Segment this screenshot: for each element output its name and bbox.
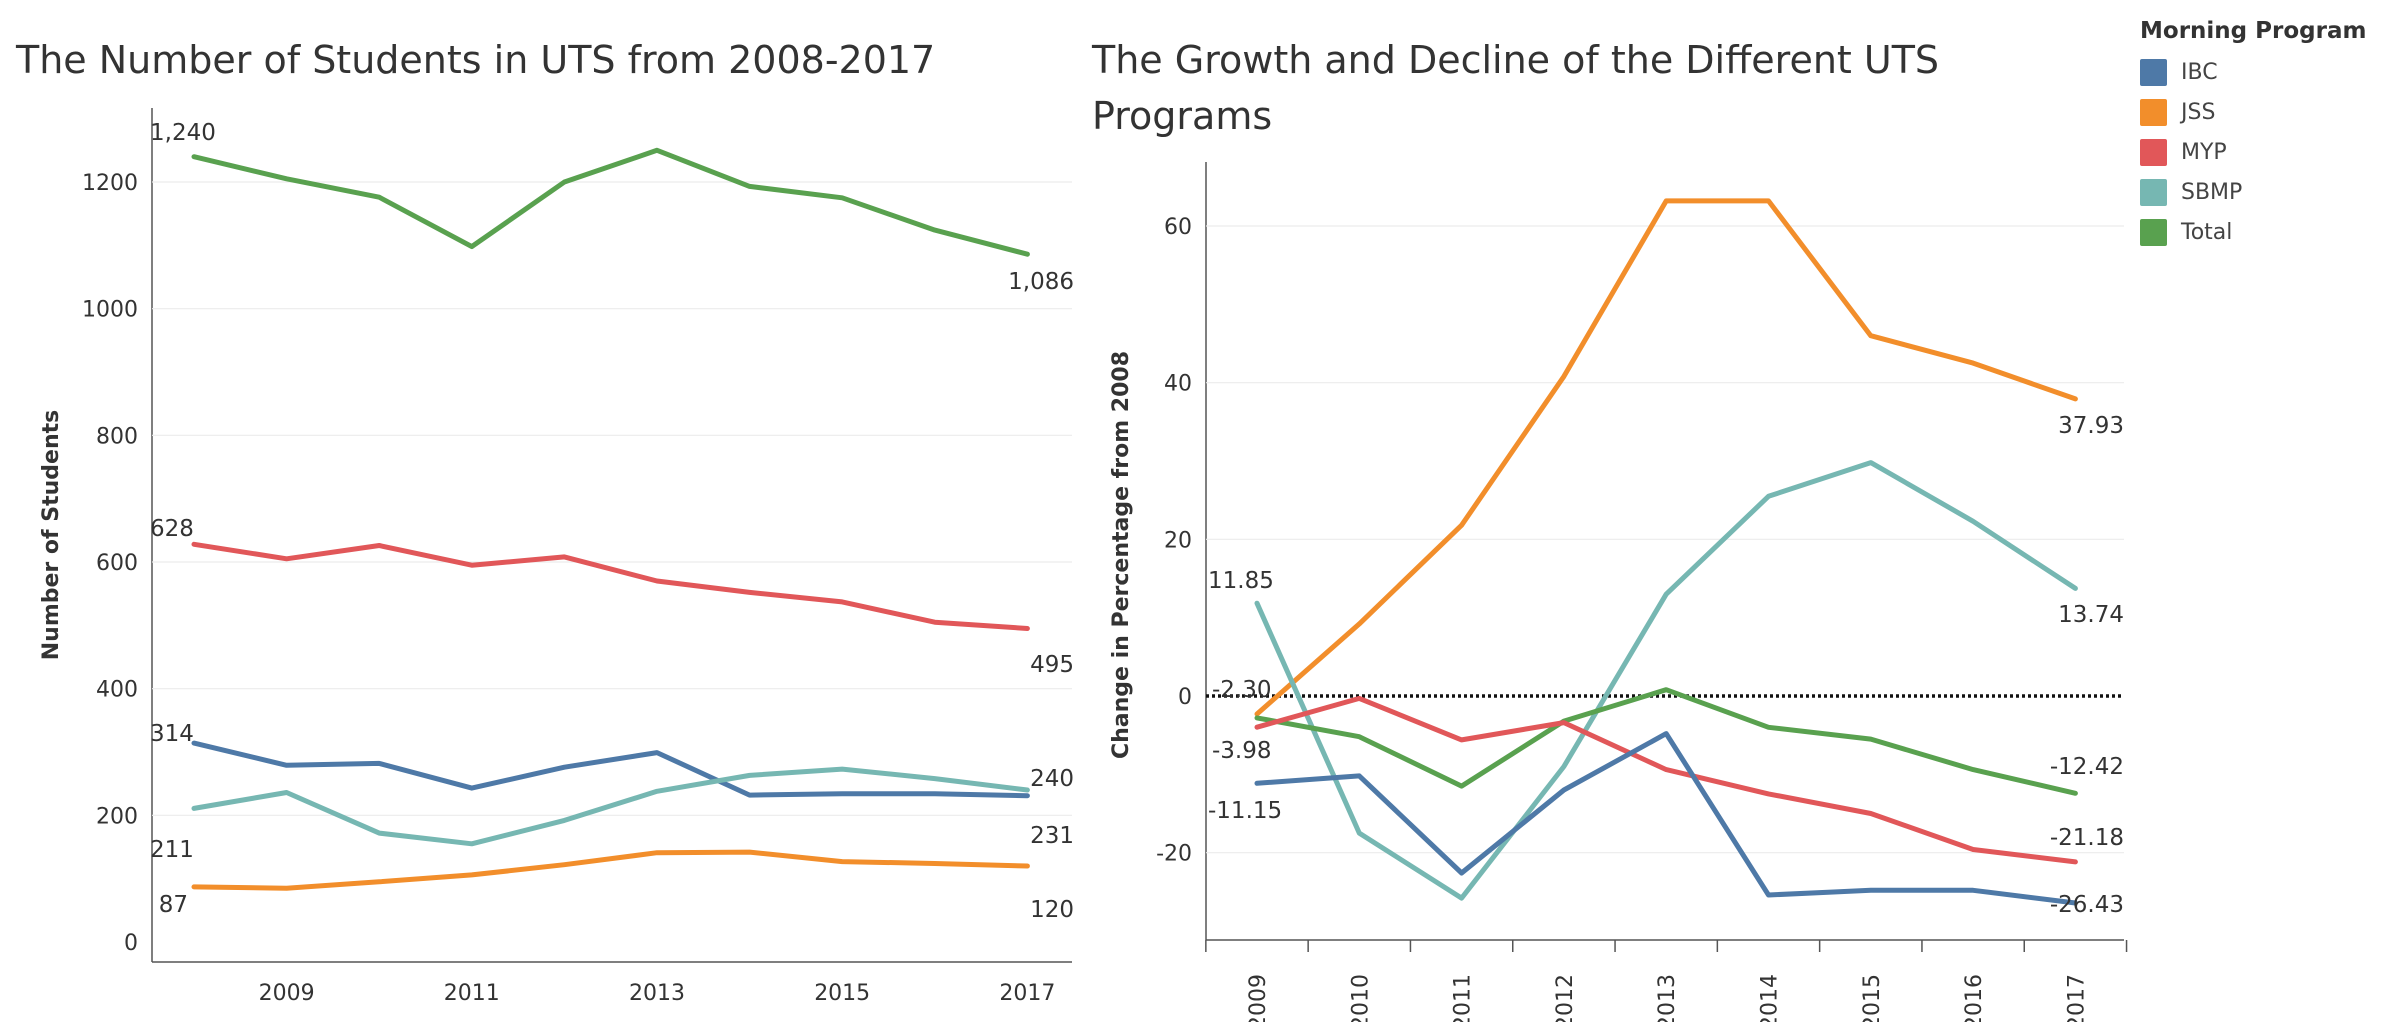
left-series-line-jss <box>191 849 1030 891</box>
left-start-label-jss: 87 <box>159 892 188 918</box>
legend-item-myp[interactable]: MYP <box>2140 132 2380 172</box>
right-series-line-total <box>1254 687 2078 796</box>
left-chart-title: The Number of Students in UTS from 2008-… <box>16 38 936 82</box>
right-x-tick-label: 2016 <box>1962 974 1987 1022</box>
right-series-line-myp <box>1254 695 2078 865</box>
legend-swatch <box>2140 138 2167 166</box>
right-end-label-total: -12.42 <box>2050 754 2124 780</box>
left-start-label-ibc: 314 <box>150 721 194 747</box>
right-y-axis-label: Change in Percentage from 2008 <box>1109 351 1134 759</box>
legend-swatch <box>2140 218 2167 246</box>
left-y-tick-label: 800 <box>96 424 138 449</box>
right-chart-title: The Growth and Decline of the Different … <box>1092 38 1940 138</box>
right-x-tick-label: 2009 <box>1246 974 1271 1022</box>
legend-item-ibc[interactable]: IBC <box>2140 52 2380 92</box>
legend: Morning Program IBC JSS MYP SBMP Total <box>2140 18 2380 252</box>
left-end-label-total: 1,086 <box>1008 269 1074 295</box>
left-x-tick-label: 2011 <box>444 981 500 1006</box>
right-y-tick-label: 0 <box>1178 685 1192 710</box>
right-x-tick-label: 2015 <box>1860 974 1885 1022</box>
left-y-tick-label: 200 <box>96 804 138 829</box>
left-start-label-sbmp: 211 <box>150 837 194 863</box>
right-x-tick-label: 2012 <box>1553 974 1578 1022</box>
legend-label: IBC <box>2181 59 2218 85</box>
left-end-label-myp: 495 <box>1030 652 1074 678</box>
left-x-tick-label: 2009 <box>259 981 315 1006</box>
left-series-line-sbmp <box>191 766 1030 847</box>
right-y-tick-label: 40 <box>1164 372 1192 397</box>
left-y-tick-label: 0 <box>124 931 138 956</box>
left-start-label-total: 1,240 <box>150 120 216 146</box>
left-y-tick-label: 1000 <box>82 298 138 323</box>
left-end-label-ibc: 231 <box>1030 823 1074 849</box>
left-y-tick-label: 1200 <box>82 171 138 196</box>
right-x-tick-label: 2010 <box>1348 974 1373 1022</box>
legend-label: Total <box>2181 219 2233 245</box>
legend-item-total[interactable]: Total <box>2140 212 2380 252</box>
left-series-line-total <box>191 147 1030 257</box>
right-x-tick-label: 2017 <box>2064 974 2089 1022</box>
legend-label: SBMP <box>2181 179 2243 205</box>
right-start-label-sbmp: 11.85 <box>1208 568 1274 594</box>
left-x-tick-label: 2013 <box>629 981 685 1006</box>
left-y-tick-label: 600 <box>96 551 138 576</box>
legend-swatch <box>2140 58 2167 86</box>
left-x-tick-label: 2015 <box>814 981 870 1006</box>
right-series-line-jss <box>1254 198 2078 717</box>
legend-item-jss[interactable]: JSS <box>2140 92 2380 132</box>
right-end-label-myp: -21.18 <box>2050 825 2124 851</box>
left-start-label-myp: 628 <box>150 516 194 542</box>
left-series-line-ibc <box>191 740 1030 799</box>
right-end-label-ibc: -26.43 <box>2050 892 2124 918</box>
legend-swatch <box>2140 98 2167 126</box>
legend-title: Morning Program <box>2140 18 2367 44</box>
right-end-label-sbmp: 13.74 <box>2058 602 2124 628</box>
right-start-label-myp: -3.98 <box>1212 738 1272 764</box>
left-end-label-jss: 120 <box>1030 897 1074 923</box>
right-end-label-jss: 37.93 <box>2058 413 2124 439</box>
right-series-line-ibc <box>1254 731 2078 906</box>
right-x-tick-label: 2011 <box>1451 974 1476 1022</box>
left-y-axis-label: Number of Students <box>39 410 64 661</box>
legend-label: MYP <box>2181 139 2227 165</box>
legend-label: JSS <box>2181 99 2216 125</box>
left-end-label-sbmp: 240 <box>1030 766 1074 792</box>
left-x-tick-label: 2017 <box>999 981 1055 1006</box>
right-series-line-sbmp <box>1254 460 2078 901</box>
right-start-label-ibc: -11.15 <box>1208 798 1282 824</box>
legend-swatch <box>2140 178 2167 206</box>
right-y-tick-label: 20 <box>1164 528 1192 553</box>
legend-item-sbmp[interactable]: SBMP <box>2140 172 2380 212</box>
right-start-label-jss: -2.30 <box>1212 677 1272 703</box>
right-y-tick-label: 60 <box>1164 215 1192 240</box>
right-x-tick-label: 2014 <box>1758 974 1783 1022</box>
left-y-tick-label: 400 <box>96 678 138 703</box>
left-series-line-myp <box>191 541 1030 631</box>
right-y-tick-label: -20 <box>1156 842 1192 867</box>
right-x-tick-label: 2013 <box>1655 974 1680 1022</box>
